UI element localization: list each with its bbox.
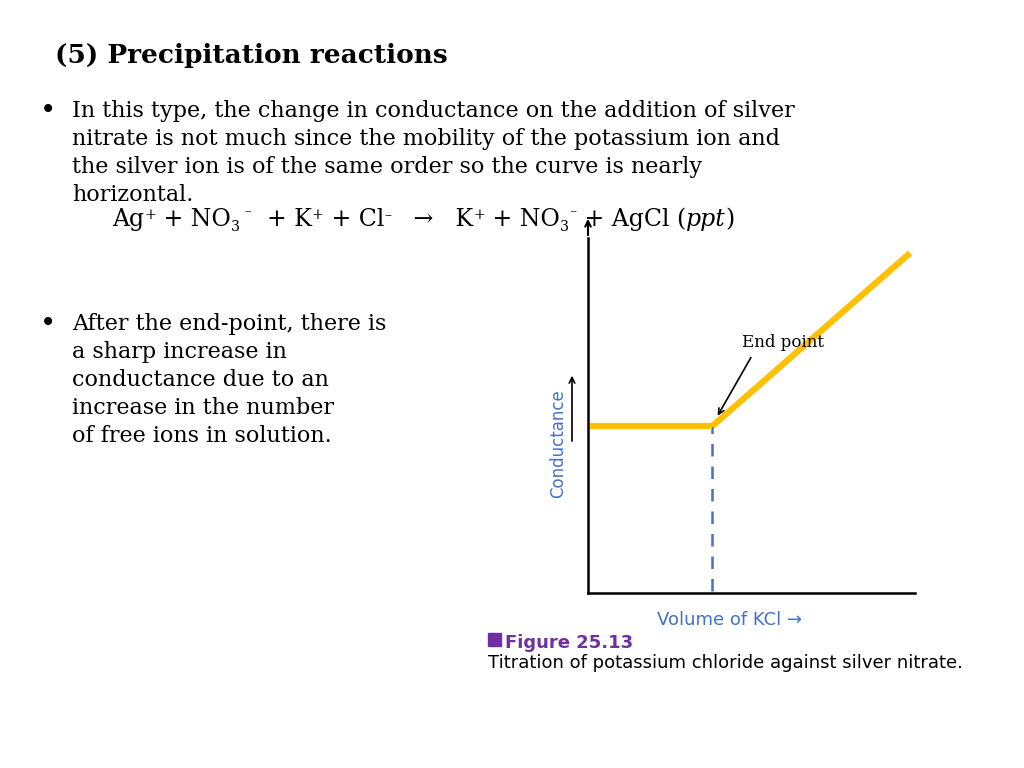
Text: ⁻: ⁻: [569, 208, 577, 222]
Text: +: +: [473, 208, 485, 222]
Text: + NO: + NO: [156, 208, 230, 231]
Text: Ag: Ag: [112, 208, 144, 231]
Text: ): ): [726, 208, 735, 231]
Text: + Cl: + Cl: [324, 208, 384, 231]
Text: Conductance: Conductance: [549, 389, 567, 498]
Text: ⁻: ⁻: [240, 208, 252, 222]
Text: horizontal.: horizontal.: [72, 184, 194, 206]
Bar: [488, 633, 501, 646]
Text: End point: End point: [742, 334, 824, 351]
Text: ppt: ppt: [686, 208, 726, 231]
Text: –: –: [384, 208, 391, 222]
Text: 3: 3: [230, 220, 240, 234]
Text: Volume of KCl →: Volume of KCl →: [657, 611, 803, 629]
Text: •: •: [40, 309, 56, 337]
Text: the silver ion is of the same order so the curve is nearly: the silver ion is of the same order so t…: [72, 156, 702, 178]
Text: 3: 3: [560, 220, 569, 234]
Text: K: K: [433, 208, 473, 231]
Text: •: •: [40, 96, 56, 124]
Text: + K: + K: [252, 208, 311, 231]
Text: +: +: [311, 208, 324, 222]
Text: a sharp increase in: a sharp increase in: [72, 341, 287, 363]
Text: In this type, the change in conductance on the addition of silver: In this type, the change in conductance …: [72, 100, 795, 122]
Text: nitrate is not much since the mobility of the potassium ion and: nitrate is not much since the mobility o…: [72, 128, 780, 150]
Text: (5) Precipitation reactions: (5) Precipitation reactions: [55, 43, 447, 68]
Text: After the end-point, there is: After the end-point, there is: [72, 313, 386, 335]
Text: + AgCl (: + AgCl (: [577, 207, 686, 231]
Text: Titration of potassium chloride against silver nitrate.: Titration of potassium chloride against …: [488, 654, 963, 672]
Text: + NO: + NO: [485, 208, 560, 231]
Text: conductance due to an: conductance due to an: [72, 369, 329, 391]
Text: of free ions in solution.: of free ions in solution.: [72, 425, 332, 447]
Text: →: →: [391, 208, 433, 231]
Text: increase in the number: increase in the number: [72, 397, 334, 419]
Text: +: +: [144, 208, 156, 222]
Text: Figure 25.13: Figure 25.13: [505, 634, 633, 652]
